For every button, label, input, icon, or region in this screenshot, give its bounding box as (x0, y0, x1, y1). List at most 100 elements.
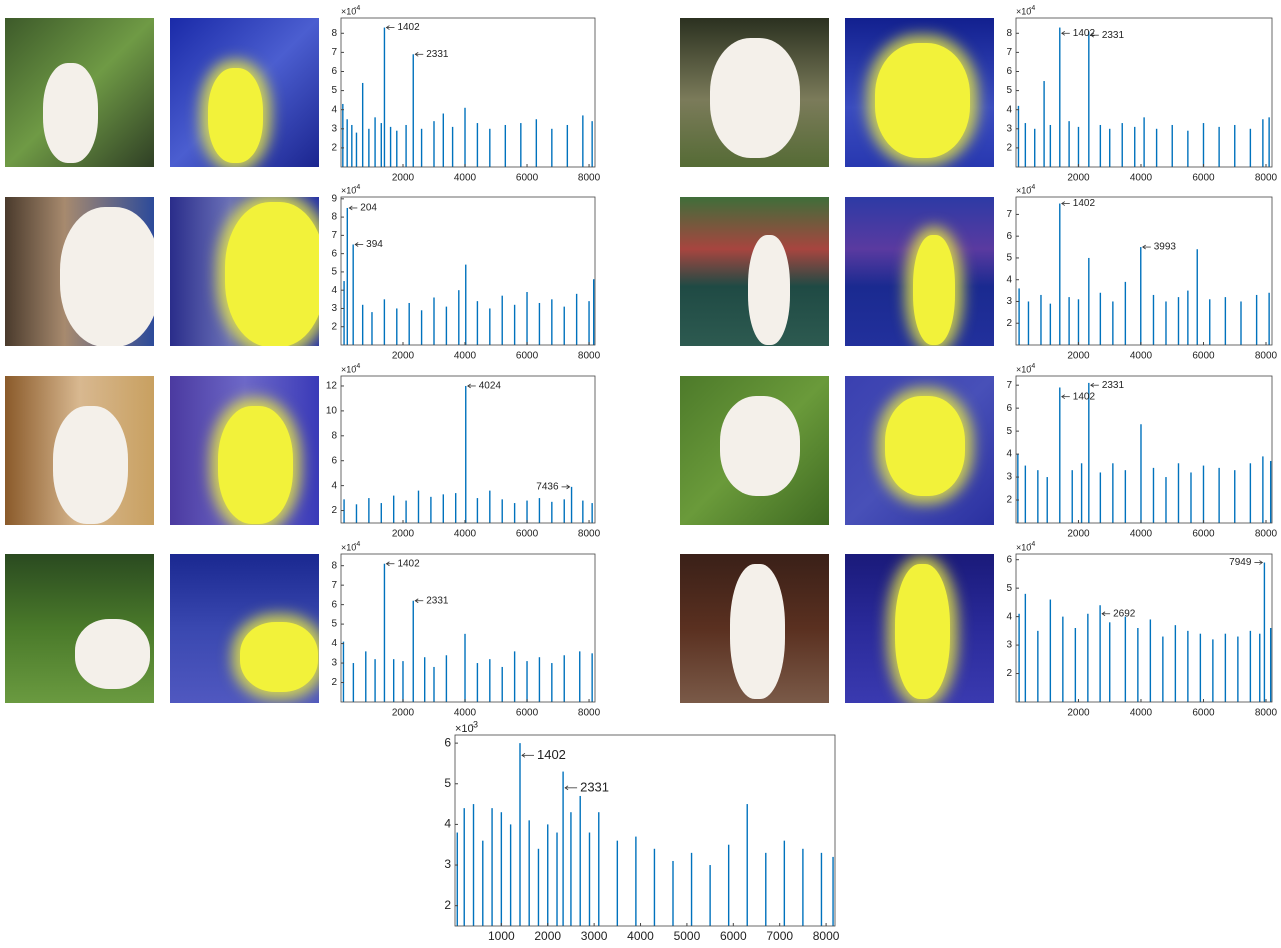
scale-power: -4 (1029, 541, 1035, 548)
bar (765, 853, 766, 926)
y-tick-label: 4 (1006, 611, 1012, 622)
bar (528, 820, 529, 926)
bar (588, 301, 589, 345)
bar (384, 564, 385, 702)
bar (1225, 634, 1226, 702)
bar (346, 119, 347, 167)
bar (747, 804, 748, 926)
bar (551, 129, 552, 167)
bar (1025, 466, 1026, 523)
bar (1081, 463, 1082, 523)
bar (430, 497, 431, 523)
y-tick-label: 6 (331, 248, 337, 259)
bar (1270, 461, 1271, 523)
bar (654, 849, 655, 926)
y-tick-label: 3 (1006, 472, 1012, 483)
annotation-label: 2331 (426, 595, 449, 606)
annotation-label: 2331 (1102, 30, 1125, 41)
bar (464, 108, 465, 167)
x-tick-label: 6000 (720, 929, 747, 943)
bar (405, 125, 406, 167)
y-tick-label: 5 (444, 776, 451, 790)
bar (502, 667, 503, 702)
bar (1059, 387, 1060, 523)
y-tick-label: 4 (1006, 274, 1012, 285)
y-tick-label: 3 (444, 857, 451, 871)
bar (413, 601, 414, 702)
bar (691, 853, 692, 926)
bar (465, 386, 466, 523)
bar (362, 305, 363, 345)
scale-power: -4 (354, 5, 360, 12)
annotation-label: 2331 (1102, 380, 1125, 391)
x-tick-label: 8000 (578, 173, 601, 184)
y-tick-label: 12 (326, 381, 338, 392)
y-tick-label: 10 (326, 406, 338, 417)
y-tick-label: 7 (331, 47, 337, 58)
x-tick-label: 6000 (516, 708, 539, 719)
y-tick-label: 5 (331, 267, 337, 278)
bar (1156, 129, 1157, 167)
bar (1140, 424, 1141, 523)
y-tick-label: 3 (331, 658, 337, 669)
page: 23456782000400060008000×10-4140223312345… (0, 0, 1281, 948)
y-tick-label: 2 (1006, 495, 1012, 506)
y-tick-label: 4 (331, 104, 337, 115)
x-tick-label: 6000 (516, 351, 539, 362)
bar (1025, 123, 1026, 167)
bar (501, 812, 502, 926)
bar (547, 824, 548, 926)
annotation-label: 1402 (1073, 28, 1096, 39)
bar (1040, 295, 1041, 345)
x-tick-label: 4000 (454, 529, 477, 540)
bar (1137, 628, 1138, 702)
bar (1187, 131, 1188, 167)
x-tick-label: 4000 (627, 929, 654, 943)
bar (1209, 299, 1210, 345)
bar (413, 54, 414, 167)
bar (1162, 637, 1163, 702)
bar (452, 127, 453, 167)
bar (617, 841, 618, 926)
annotation-label: 2692 (1113, 608, 1136, 619)
bar (591, 503, 592, 523)
x-tick-label: 4000 (454, 708, 477, 719)
y-tick-label: 4 (444, 817, 451, 831)
bar (477, 663, 478, 702)
bar (489, 308, 490, 345)
bar (571, 487, 572, 523)
bar (593, 279, 594, 345)
bar (446, 307, 447, 345)
bar (443, 494, 444, 523)
annotation-label: 204 (360, 203, 377, 214)
bar (424, 657, 425, 702)
bar (343, 499, 344, 523)
bar (564, 499, 565, 523)
x-tick-label: 2000 (392, 173, 415, 184)
bar (709, 865, 710, 926)
x-tick-label: 8000 (1255, 529, 1278, 540)
bar (1234, 125, 1235, 167)
bar (1234, 470, 1235, 523)
bar (1268, 293, 1269, 345)
x-tick-label: 2000 (1067, 708, 1090, 719)
bar (1059, 28, 1060, 167)
bar (1172, 125, 1173, 167)
bar (556, 833, 557, 926)
bar (1072, 470, 1073, 523)
bar (591, 121, 592, 167)
bar (580, 796, 581, 926)
y-tick-label: 6 (1006, 66, 1012, 77)
bar (1018, 614, 1019, 702)
y-tick-label: 2 (444, 898, 451, 912)
bar (342, 104, 343, 167)
bar (551, 663, 552, 702)
bar (464, 634, 465, 702)
x-tick-label: 4000 (1130, 351, 1153, 362)
scale-power: -4 (1029, 363, 1035, 370)
bar (384, 299, 385, 345)
bar (455, 493, 456, 523)
bar (520, 123, 521, 167)
bar (1262, 119, 1263, 167)
